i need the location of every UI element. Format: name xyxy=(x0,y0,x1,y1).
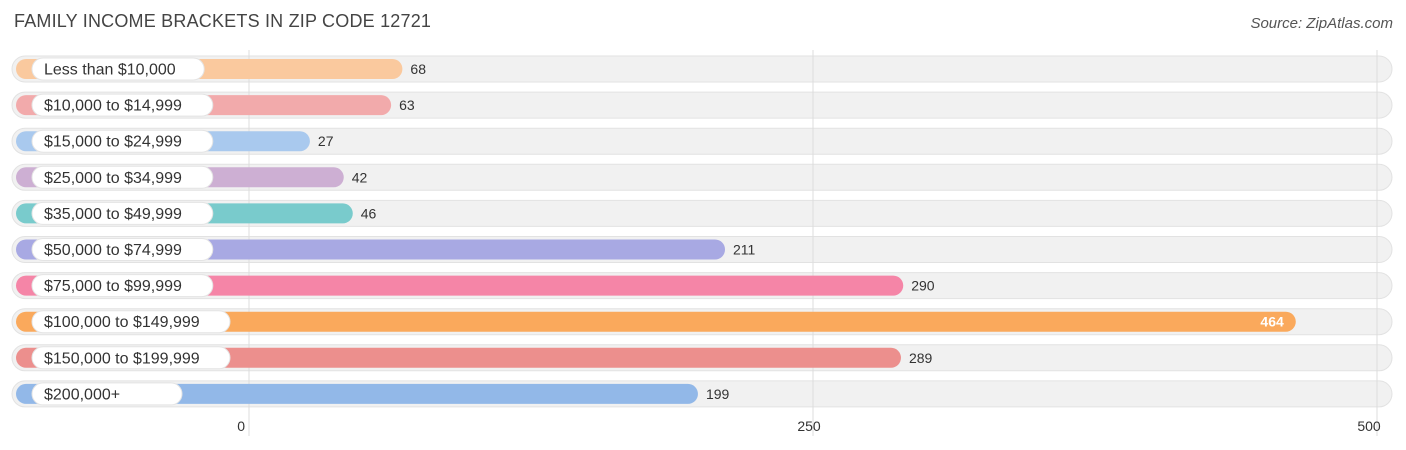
category-label: $75,000 to $99,999 xyxy=(44,278,182,295)
category-pill xyxy=(31,129,214,153)
x-tick-label: 0 xyxy=(237,418,245,434)
category-pill xyxy=(31,274,214,298)
category-label: $10,000 to $14,999 xyxy=(44,98,182,115)
value-label: 68 xyxy=(410,61,426,77)
bars: Less than $10,000 68 $10,000 to $14,999 63 $… xyxy=(16,57,1296,406)
value-label: 46 xyxy=(361,205,377,221)
category-pill xyxy=(31,165,214,189)
value-label: 211 xyxy=(733,242,756,258)
category-label: $15,000 to $24,999 xyxy=(44,134,182,151)
category-pill xyxy=(31,382,183,406)
value-label: 290 xyxy=(911,278,935,294)
chart-title: FAMILY INCOME BRACKETS IN ZIP CODE 12721 xyxy=(14,11,432,31)
bar xyxy=(16,275,904,296)
bar xyxy=(16,383,698,404)
category-label: $35,000 to $49,999 xyxy=(44,206,182,223)
category-pill xyxy=(31,310,231,334)
category-label: $200,000+ xyxy=(44,386,120,403)
category-pill xyxy=(31,346,231,370)
category-pill xyxy=(31,201,214,225)
category-pill xyxy=(31,238,214,261)
category-label: $25,000 to $34,999 xyxy=(44,170,182,187)
category-label: Less than $10,000 xyxy=(44,62,176,79)
category-pill xyxy=(31,57,205,81)
value-label: 464 xyxy=(1260,314,1284,330)
x-tick-label: 500 xyxy=(1357,418,1381,434)
category-label: $100,000 to $149,999 xyxy=(44,314,200,331)
row-track xyxy=(11,163,1393,191)
value-label: 199 xyxy=(706,386,730,402)
bar xyxy=(16,347,901,368)
x-tick-label: 250 xyxy=(797,418,821,434)
row-track xyxy=(11,199,1393,227)
value-label: 63 xyxy=(399,97,415,113)
value-label: 42 xyxy=(352,169,368,185)
category-label: $50,000 to $74,999 xyxy=(44,242,182,259)
value-label: 27 xyxy=(318,133,334,149)
source-note: Source: ZipAtlas.com xyxy=(1250,15,1393,32)
category-pill xyxy=(31,93,214,117)
bar xyxy=(16,311,1296,332)
value-label: 289 xyxy=(909,350,933,366)
row-track xyxy=(11,127,1393,155)
category-label: $150,000 to $199,999 xyxy=(44,350,200,367)
